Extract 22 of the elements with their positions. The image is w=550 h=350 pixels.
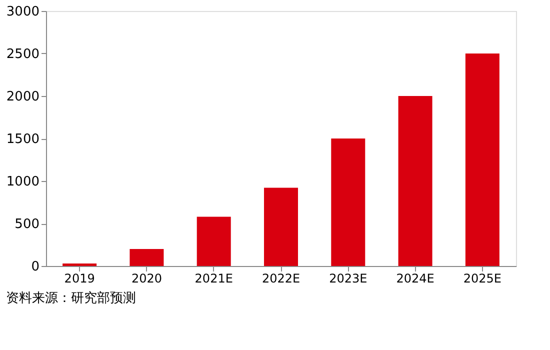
- y-tick-label: 1500: [6, 132, 40, 147]
- x-tick-label: 2019: [64, 272, 95, 286]
- x-tick-label: 2023E: [329, 272, 368, 286]
- bar: [465, 54, 500, 266]
- x-tick-label: 2022E: [262, 272, 300, 286]
- x-tick-label: 2024E: [396, 272, 434, 286]
- x-tick-label: 2025E: [463, 272, 502, 286]
- bar: [196, 216, 231, 266]
- y-tick-label: 0: [31, 260, 40, 274]
- bar: [264, 188, 298, 266]
- x-tick-label: 2021E: [194, 272, 233, 286]
- y-tick-label: 2500: [6, 47, 40, 62]
- y-tick-label: 500: [14, 217, 40, 232]
- bar: [130, 249, 164, 266]
- y-tick-label: 2000: [6, 90, 40, 104]
- bar: [62, 263, 97, 266]
- y-tick-label: 3000: [6, 4, 40, 20]
- x-tick-label: 2020: [131, 272, 162, 286]
- text: 资料来源：研究部预测: [6, 291, 136, 306]
- bar: [398, 96, 432, 266]
- bar: [331, 138, 366, 266]
- y-tick-label: 1000: [6, 174, 40, 190]
